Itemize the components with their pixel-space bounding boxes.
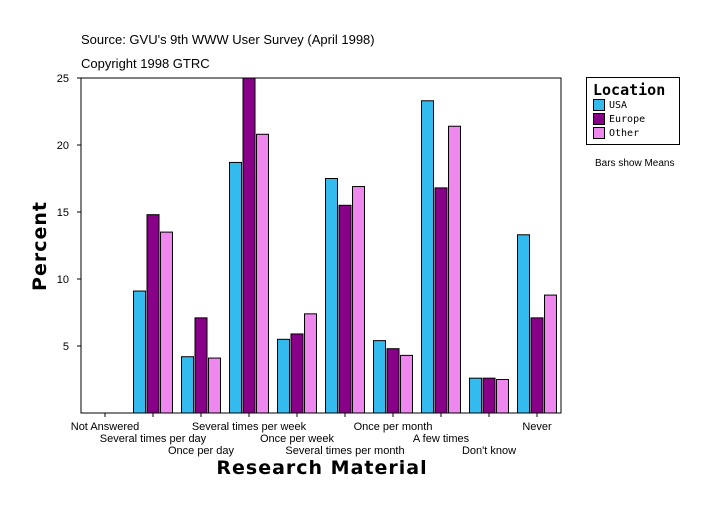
- legend-item-europe: Europe: [593, 113, 645, 125]
- bar-usa-6: [373, 340, 386, 414]
- legend-title: Location: [593, 81, 666, 99]
- bars-note: Bars show Means: [595, 158, 675, 169]
- bar-usa-5: [325, 178, 338, 414]
- bar-other-8: [496, 379, 509, 414]
- y-tick-label: 25: [57, 73, 69, 85]
- x-tick-label: Never: [522, 421, 552, 433]
- bar-europe-5: [338, 204, 352, 414]
- bar-other-4: [304, 313, 317, 414]
- legend-swatch-europe: [593, 113, 605, 125]
- x-tick-label: Several times per week: [192, 421, 307, 433]
- bar-usa-3: [229, 161, 242, 414]
- legend-label-other: Other: [609, 128, 640, 139]
- x-tick-label: Several times per month: [285, 445, 404, 457]
- legend: Location USA Europe Other: [586, 77, 680, 145]
- bar-usa-2: [181, 356, 194, 414]
- bar-europe-4: [290, 333, 304, 414]
- bar-europe-3: [242, 77, 256, 414]
- bar-other-2: [208, 357, 221, 414]
- bar-europe-9: [530, 317, 544, 414]
- bar-other-6: [400, 354, 413, 414]
- legend-swatch-other: [593, 127, 605, 139]
- y-tick-label: 15: [57, 207, 69, 219]
- bar-usa-7: [421, 100, 434, 414]
- legend-label-europe: Europe: [609, 114, 646, 125]
- bar-europe-7: [434, 187, 448, 414]
- bar-other-3: [256, 133, 269, 414]
- x-tick-label: Don't know: [462, 445, 516, 457]
- x-tick-label: A few times: [413, 433, 470, 445]
- y-tick-label: 5: [63, 341, 69, 353]
- x-axis-label: Research Material: [216, 457, 428, 479]
- bar-usa-9: [517, 234, 530, 414]
- legend-item-other: Other: [593, 127, 639, 139]
- y-axis-label: Percent: [29, 201, 51, 291]
- x-tick-label: Not Answered: [71, 421, 139, 433]
- bar-other-9: [544, 294, 557, 414]
- x-tick-label: Once per day: [168, 445, 235, 457]
- source-text: Source: GVU's 9th WWW User Survey (April…: [81, 32, 375, 47]
- bar-other-1: [160, 231, 173, 414]
- bar-europe-2: [194, 317, 208, 414]
- x-tick-label: Several times per day: [100, 433, 207, 445]
- y-tick-label: 10: [57, 274, 69, 286]
- bar-other-5: [352, 186, 365, 414]
- y-tick-label: 20: [57, 140, 69, 152]
- x-tick-label: Once per month: [354, 421, 433, 433]
- bar-usa-8: [469, 377, 482, 414]
- copyright-text: Copyright 1998 GTRC: [81, 56, 210, 71]
- bar-other-7: [448, 125, 461, 414]
- bar-europe-6: [386, 348, 400, 414]
- bar-usa-4: [277, 338, 290, 414]
- bar-usa-1: [133, 290, 146, 414]
- legend-swatch-usa: [593, 99, 605, 111]
- x-tick-label: Once per week: [260, 433, 334, 445]
- legend-label-usa: USA: [609, 100, 628, 111]
- bar-europe-8: [482, 377, 496, 414]
- bar-europe-1: [146, 214, 160, 414]
- legend-item-usa: USA: [593, 99, 627, 111]
